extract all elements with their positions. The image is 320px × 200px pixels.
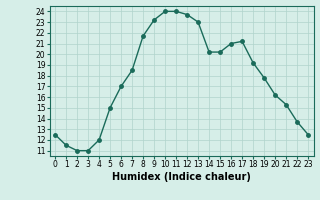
X-axis label: Humidex (Indice chaleur): Humidex (Indice chaleur) xyxy=(112,172,251,182)
